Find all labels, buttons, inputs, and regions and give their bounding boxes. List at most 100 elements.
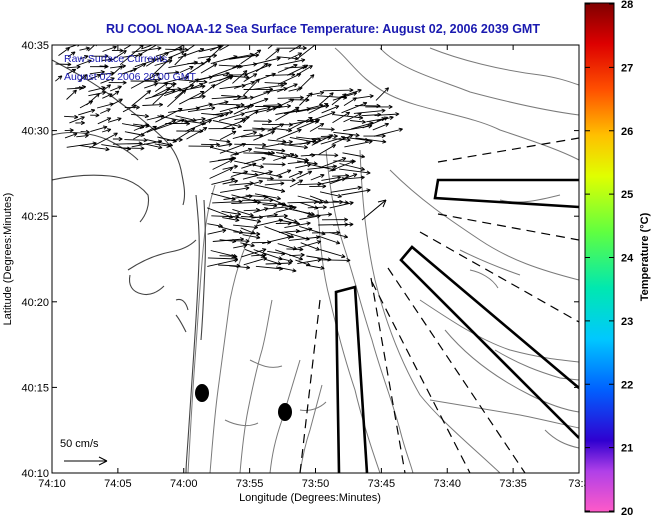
- current-vector-arrow: [289, 252, 305, 258]
- current-vector-arrow: [66, 68, 77, 75]
- current-vector-arrow: [253, 90, 271, 98]
- current-vector-arrow: [309, 163, 336, 172]
- current-vector-arrow: [231, 170, 249, 178]
- current-vector-arrow: [198, 84, 216, 99]
- colorbar-ticks: 28 27 26 25 24 23 22 21 20: [585, 0, 634, 518]
- current-vector-arrow: [111, 98, 123, 106]
- current-vector-arrow: [212, 64, 241, 77]
- current-vector-arrow: [300, 242, 320, 251]
- current-vector-arrow: [76, 59, 92, 66]
- current-vector-arrow: [266, 98, 295, 113]
- y-axis-label: Latitude (Degrees:Minutes): [2, 193, 14, 326]
- current-vector-arrow: [353, 94, 374, 100]
- current-vector-arrow: [166, 137, 183, 142]
- current-vector-arrow: [362, 116, 389, 129]
- current-vector-arrow: [232, 70, 248, 84]
- current-vector-arrow: [265, 48, 280, 61]
- current-vector-arrow: [145, 51, 169, 67]
- current-vector-arrow: [154, 118, 185, 131]
- current-vector-arrow: [174, 78, 199, 99]
- current-vector-arrow: [232, 208, 254, 217]
- current-vector-arrow: [267, 123, 285, 132]
- y-tick-label: 40:10: [21, 468, 49, 480]
- current-vector-arrow: [341, 101, 368, 114]
- buoy-marker: [278, 403, 292, 421]
- current-vector-arrow: [207, 258, 239, 267]
- current-vector-arrow: [241, 162, 257, 169]
- current-vector-arrow: [64, 132, 78, 139]
- current-vector-arrow: [277, 58, 306, 66]
- current-vector-arrow: [343, 112, 362, 123]
- current-vector-arrow: [155, 46, 183, 57]
- current-vector-arrow: [331, 93, 347, 106]
- current-vector-arrow: [131, 139, 163, 148]
- current-vector-arrow: [97, 117, 112, 125]
- current-vector-arrow: [275, 106, 300, 121]
- current-vector-arrow: [255, 62, 269, 73]
- current-vector-arrow: [275, 104, 292, 109]
- current-vector-arrow: [240, 242, 255, 248]
- current-vector-arrow: [186, 116, 206, 122]
- current-vector-arrow: [185, 58, 212, 76]
- current-vector-arrow: [144, 143, 163, 150]
- current-vector-arrow: [67, 51, 76, 58]
- current-vector-arrow: [262, 162, 286, 167]
- current-vector-arrow: [220, 186, 250, 193]
- current-vector-arrow: [277, 73, 302, 85]
- colorbar: 28 27 26 25 24 23 22 21 20 Temperature (°C): [584, 0, 651, 518]
- current-vector-arrow: [339, 168, 371, 175]
- current-vector-arrow: [146, 119, 177, 133]
- scale-arrow: [64, 456, 108, 466]
- current-vector-arrow: [102, 45, 117, 52]
- current-vector-arrow: [76, 133, 89, 138]
- current-vector-arrow: [185, 119, 213, 132]
- current-vector-arrow: [267, 139, 287, 144]
- current-vector-arrow: [243, 256, 268, 266]
- current-vector-arrow: [330, 185, 362, 193]
- current-vector-arrow: [221, 210, 242, 217]
- current-vector-arrow: [254, 184, 286, 193]
- current-vector-arrow: [343, 97, 357, 106]
- current-vector-arrow: [319, 249, 346, 259]
- current-vector-arrow: [234, 80, 255, 89]
- vector-legend-line2: August 02, 2006 20:00 GMT: [64, 71, 197, 83]
- current-vector-arrow: [244, 105, 271, 114]
- current-vector-arrow: [233, 105, 251, 115]
- current-vector-arrow: [321, 217, 349, 222]
- current-vector-arrow: [333, 114, 364, 120]
- current-vector-arrow: [234, 160, 264, 169]
- current-vector-arrow: [146, 114, 165, 121]
- current-vector-arrow: [212, 159, 234, 170]
- current-vector-arrow: [80, 129, 90, 135]
- current-vector-arrow: [133, 125, 157, 140]
- current-vector-arrow: [376, 115, 394, 122]
- current-vector-arrow: [296, 170, 313, 179]
- current-vector-arrow: [276, 266, 297, 273]
- x-tick-label: 74:00: [170, 478, 198, 490]
- current-vector-arrow: [233, 224, 259, 230]
- current-vector-arrow: [264, 181, 285, 186]
- current-vector-arrow: [242, 234, 261, 240]
- current-vector-arrow: [174, 45, 185, 50]
- current-vector-arrow: [332, 173, 350, 178]
- current-vector-arrow: [253, 119, 272, 124]
- current-vector-arrow: [155, 82, 169, 92]
- current-vector-arrow: [277, 63, 298, 73]
- current-vector-arrow: [188, 94, 206, 100]
- buoy-marker: [195, 384, 209, 402]
- current-vector-arrow: [332, 222, 354, 227]
- current-vector-arrow: [107, 117, 122, 123]
- current-vector-arrow: [75, 120, 85, 126]
- current-vector-arrow: [339, 163, 365, 171]
- current-vector-arrow: [329, 201, 354, 209]
- current-vector-arrow: [321, 105, 340, 114]
- current-vector-arrow: [99, 64, 109, 69]
- current-vector-arrow: [332, 111, 351, 124]
- current-vector-arrow: [122, 104, 137, 113]
- current-vector-arrow: [79, 55, 89, 60]
- current-vector-arrow: [112, 136, 123, 142]
- current-vector-arrow: [86, 93, 100, 106]
- colorbar-tick-label: 24: [621, 253, 634, 265]
- current-vector-arrow: [168, 106, 200, 113]
- current-vector-arrow: [241, 133, 264, 138]
